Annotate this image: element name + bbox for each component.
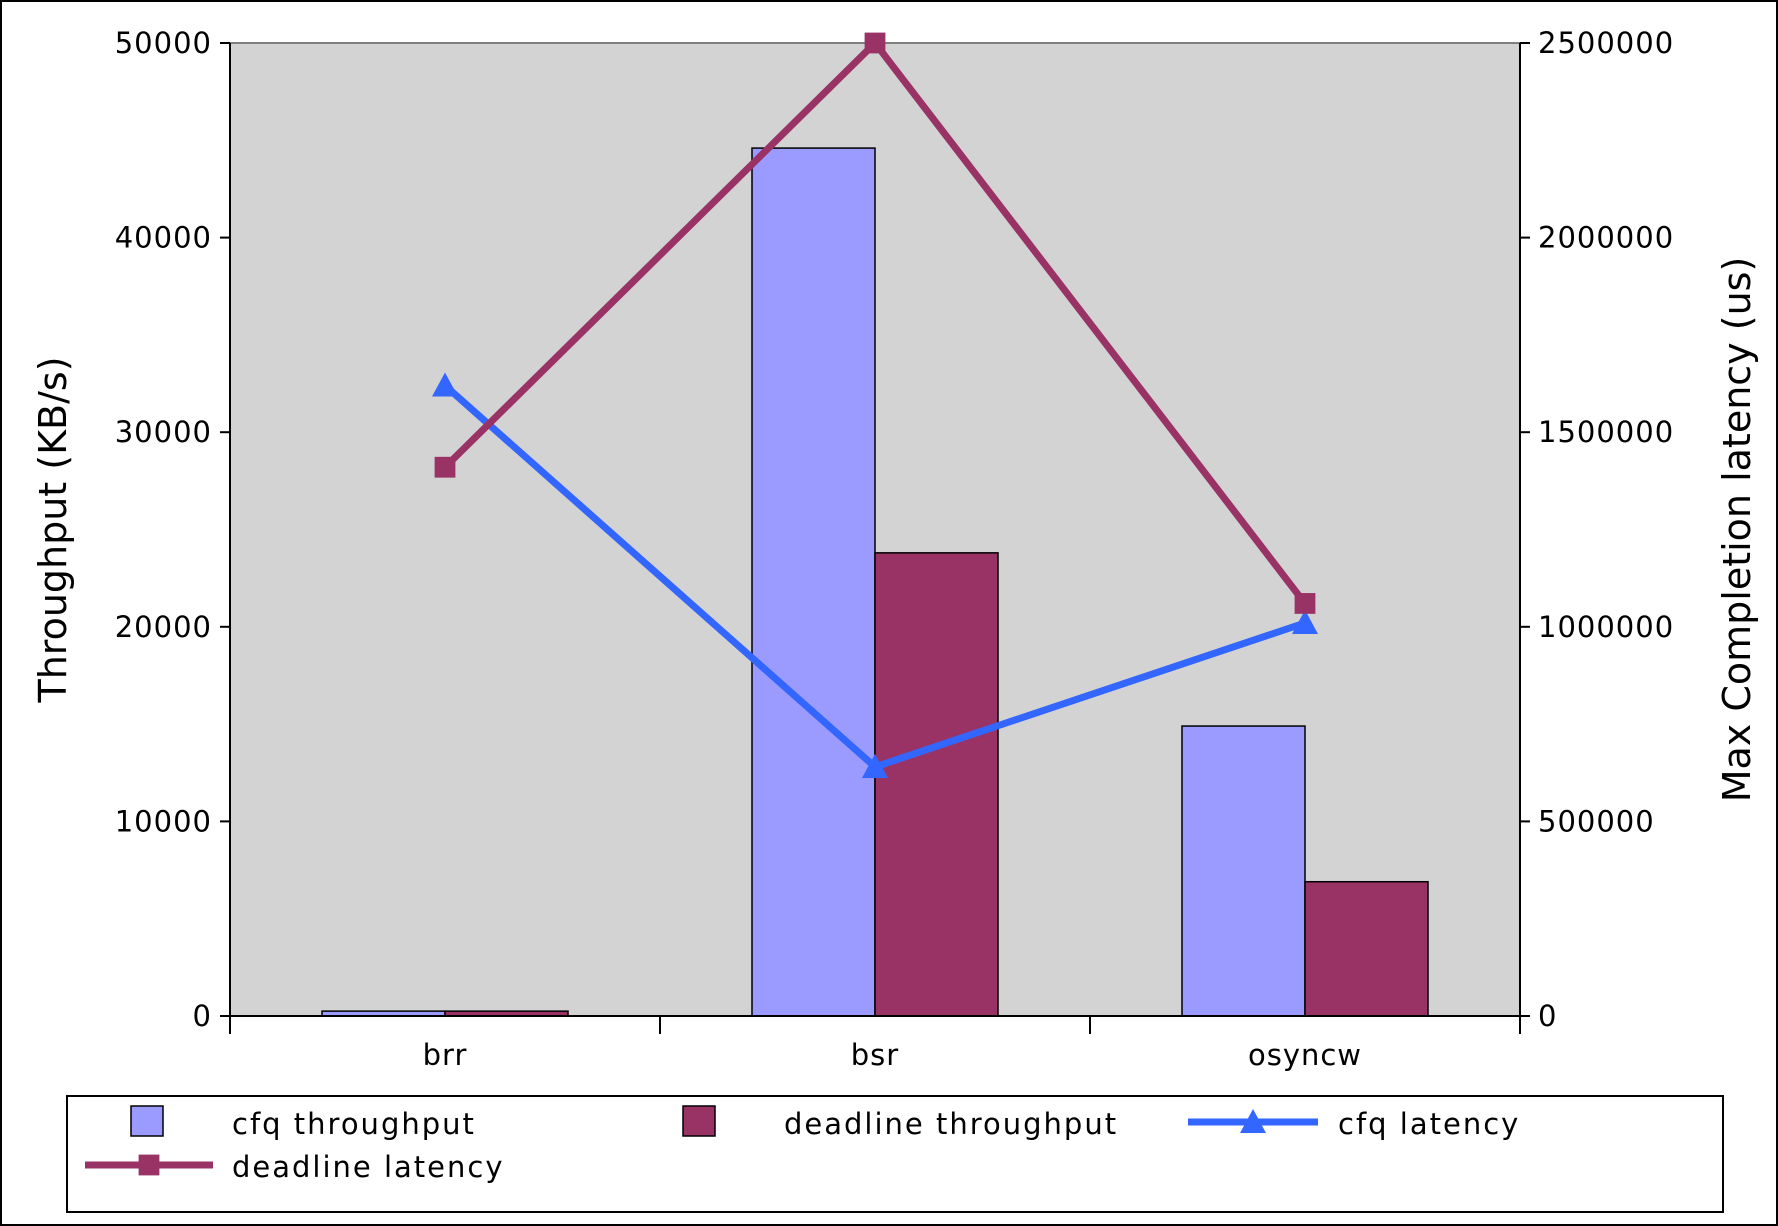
y-axis-title: Throughput (KB/s)	[31, 356, 75, 703]
legend-swatch-deadline-throughput	[682, 1105, 716, 1137]
bar-deadline-throughput-osyncw	[1304, 880, 1429, 1017]
x-tick-label: bsr	[851, 1038, 899, 1072]
point-deadline-latency-osyncw	[1294, 593, 1316, 614]
tick-labels: 0100002000030000400005000005000001000000…	[115, 26, 1674, 1072]
bar-cfq-throughput-bsr	[751, 147, 876, 1017]
y-tick-label: 50000	[115, 26, 212, 60]
legend-swatch-cfq-throughput	[130, 1105, 164, 1137]
point-cfq-latency-brr	[432, 372, 458, 397]
y2-tick-label: 1000000	[1538, 610, 1674, 644]
point-cfq-latency-bsr	[862, 753, 888, 778]
legend-box	[66, 1095, 1724, 1213]
y2-axis-title: Max Completion latency (us)	[1715, 257, 1759, 803]
point-deadline-latency-bsr	[864, 32, 886, 54]
bar-cfq-throughput-osyncw	[1181, 725, 1306, 1017]
y-tick-label: 40000	[115, 221, 212, 255]
legend-label-deadline-latency: deadline latency	[232, 1150, 505, 1184]
legend-label-cfq-latency: cfq latency	[1338, 1107, 1520, 1141]
y-tick-label: 20000	[115, 610, 212, 644]
y-tick-label: 10000	[115, 804, 212, 838]
x-tick-label: osyncw	[1248, 1038, 1362, 1072]
x-tick-label: brr	[423, 1038, 468, 1072]
point-cfq-latency-osyncw	[1292, 609, 1318, 634]
bars	[321, 147, 1429, 1017]
y2-tick-label: 0	[1538, 999, 1557, 1033]
legend-label-deadline-throughput: deadline throughput	[784, 1107, 1118, 1141]
legend-marker-cfq-latency	[1240, 1109, 1266, 1134]
point-deadline-latency-brr	[434, 456, 456, 478]
legend-marker-deadline-latency	[138, 1154, 160, 1176]
y2-tick-label: 2000000	[1538, 221, 1674, 255]
bar-deadline-throughput-bsr	[874, 552, 999, 1017]
latency-lines	[432, 32, 1318, 778]
y-tick-label: 0	[193, 999, 212, 1033]
y2-tick-label: 2500000	[1538, 26, 1674, 60]
y2-tick-label: 1500000	[1538, 415, 1674, 449]
axes	[220, 42, 1530, 1034]
y2-tick-label: 500000	[1538, 804, 1655, 838]
legend-label-cfq-throughput: cfq throughput	[232, 1107, 476, 1141]
legend: cfq throughput deadline throughput cfq lat…	[85, 1105, 1520, 1184]
y-tick-label: 30000	[115, 415, 212, 449]
